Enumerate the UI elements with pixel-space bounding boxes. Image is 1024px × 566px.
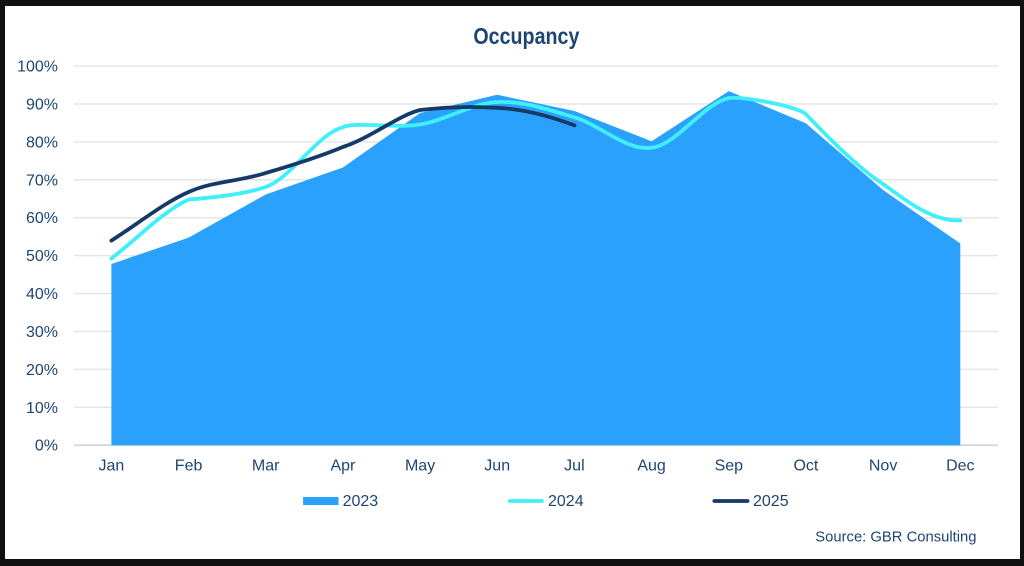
svg-text:2024: 2024 [548, 493, 584, 510]
svg-text:Mar: Mar [252, 457, 280, 474]
svg-text:Sep: Sep [715, 457, 744, 474]
svg-text:2023: 2023 [343, 493, 379, 510]
svg-text:Jun: Jun [484, 457, 510, 474]
svg-text:2025: 2025 [753, 493, 789, 510]
svg-text:Nov: Nov [869, 457, 897, 474]
svg-text:Jul: Jul [564, 457, 584, 474]
svg-text:Source: GBR Consulting: Source: GBR Consulting [815, 530, 976, 546]
svg-text:10%: 10% [26, 400, 58, 417]
svg-text:Jan: Jan [99, 457, 125, 474]
svg-text:Occupancy: Occupancy [473, 23, 579, 49]
svg-text:Dec: Dec [946, 457, 974, 474]
svg-text:Feb: Feb [175, 457, 203, 474]
svg-text:80%: 80% [26, 134, 58, 151]
svg-text:May: May [405, 457, 435, 474]
svg-text:60%: 60% [26, 210, 58, 227]
svg-text:50%: 50% [26, 248, 58, 265]
svg-text:Apr: Apr [330, 457, 356, 474]
svg-text:Aug: Aug [637, 457, 665, 474]
svg-text:20%: 20% [26, 362, 58, 379]
svg-text:40%: 40% [26, 286, 58, 303]
svg-text:100%: 100% [17, 59, 58, 76]
svg-text:0%: 0% [35, 438, 58, 455]
svg-text:Oct: Oct [793, 457, 818, 474]
svg-text:90%: 90% [26, 97, 58, 114]
svg-text:30%: 30% [26, 324, 58, 341]
svg-text:70%: 70% [26, 172, 58, 189]
